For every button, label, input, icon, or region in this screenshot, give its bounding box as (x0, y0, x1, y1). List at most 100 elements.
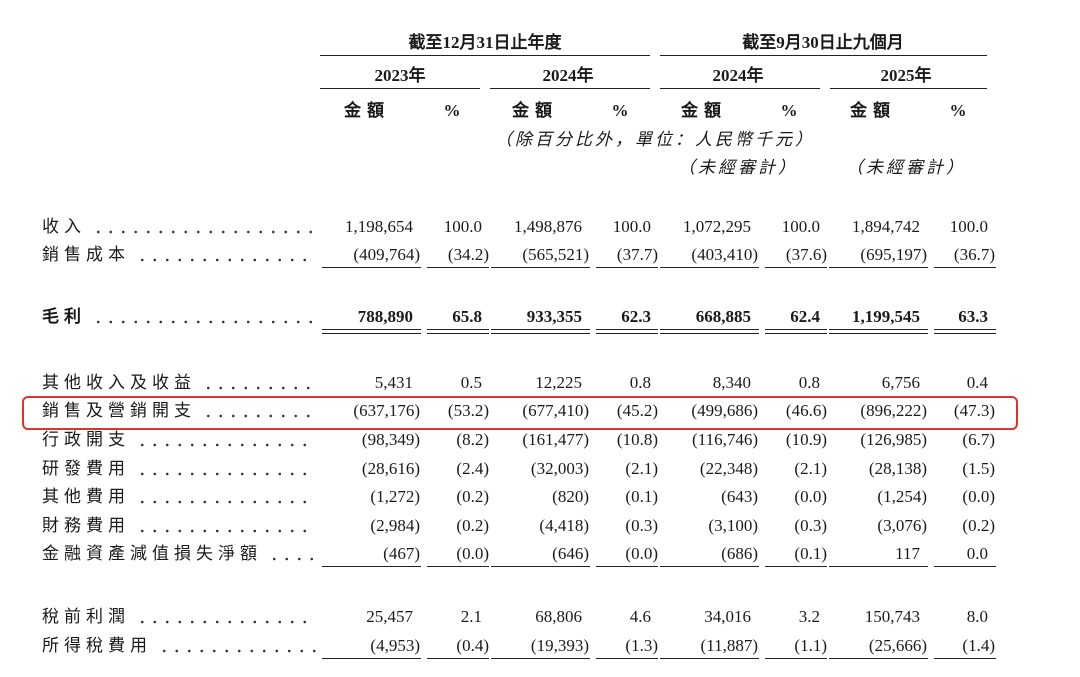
cell-value: (820) (552, 487, 589, 506)
cell-value: (98,349) (361, 430, 420, 449)
cell-value: 1,072,295 (683, 217, 751, 236)
cell-value: 117 (895, 544, 920, 563)
rule-line (320, 55, 650, 56)
cell-value: (10.9) (785, 430, 827, 449)
cell-value: 25,457 (366, 607, 413, 626)
cell-value: 65.8 (452, 307, 482, 326)
cell-value: (695,197) (860, 245, 927, 264)
column-header: 金額 (512, 101, 558, 120)
cell-value: (677,410) (522, 401, 589, 420)
label-text: 收入 (42, 217, 86, 236)
cell-value: (0.3) (625, 516, 658, 535)
cell-value: (0.0) (625, 544, 658, 563)
cell-value: (8.2) (456, 430, 489, 449)
label-text: 銷售成本 (42, 245, 130, 264)
label-text: 其他收入及收益 (42, 373, 196, 392)
leader-dots (92, 316, 316, 324)
label-text: 金融資產減值損失淨額 (42, 544, 262, 563)
cell-value: 1,199,545 (852, 307, 920, 326)
cell-value: 62.3 (621, 307, 651, 326)
cell-value: 100.0 (612, 217, 651, 236)
cell-value: (686) (721, 544, 758, 563)
rule-line (427, 329, 489, 330)
rule-line (427, 267, 489, 268)
row-label: 金融資產減值損失淨額 (42, 544, 316, 564)
leader-dots (92, 226, 316, 234)
leader-dots (202, 382, 316, 390)
label-text: 研發費用 (42, 459, 130, 478)
row-label: 其他收入及收益 (42, 373, 316, 393)
cell-value: (2.4) (456, 459, 489, 478)
cell-value: 0.4 (966, 373, 988, 392)
leader-dots (136, 496, 316, 504)
cell-value: (0.2) (962, 516, 995, 535)
label-text: 財務費用 (42, 516, 130, 535)
column-header: % (780, 101, 798, 120)
cell-value: (643) (721, 487, 758, 506)
cell-value: 0.5 (460, 373, 482, 392)
cell-value: (3,076) (877, 516, 927, 535)
cell-value: (646) (552, 544, 589, 563)
leader-dots (136, 439, 316, 447)
cell-value: (34.2) (447, 245, 489, 264)
highlight-box (22, 396, 1018, 430)
cell-value: (3,100) (708, 516, 758, 535)
cell-value: (47.3) (953, 401, 995, 420)
cell-value: 63.3 (958, 307, 988, 326)
cell-value: 3.2 (798, 607, 820, 626)
cell-value: 150,743 (864, 607, 920, 626)
row-label: 收入 (42, 217, 316, 237)
rule-line (765, 267, 827, 268)
row-label: 研發費用 (42, 459, 316, 479)
rule-line (491, 267, 590, 268)
leader-dots (202, 410, 316, 418)
leader-dots (158, 645, 316, 653)
cell-value: (467) (383, 544, 420, 563)
cell-value: 68,806 (535, 607, 582, 626)
cell-value: 0.0 (966, 544, 988, 563)
rule-line (491, 658, 590, 659)
cell-value: 6,756 (881, 373, 920, 392)
audit-note: （未經審計） (846, 158, 966, 177)
cell-value: (37.7) (616, 245, 658, 264)
cell-value: (45.2) (616, 401, 658, 420)
rule-line (934, 329, 996, 330)
leader-dots (136, 616, 316, 624)
cell-value: 8,340 (712, 373, 751, 392)
cell-value: (896,222) (860, 401, 927, 420)
rule-line (660, 333, 759, 334)
year-header: 2025年 (880, 66, 932, 85)
row-label: 行政開支 (42, 430, 316, 450)
year-header: 2023年 (374, 66, 426, 85)
cell-value: (6.7) (962, 430, 995, 449)
row-label: 所得稅費用 (42, 636, 316, 656)
cell-value: (409,764) (353, 245, 420, 264)
rule-line (765, 329, 827, 330)
year-header: 2024年 (542, 66, 594, 85)
cell-value: (637,176) (353, 401, 420, 420)
rule-line (829, 333, 928, 334)
rule-line (765, 566, 827, 567)
row-label: 財務費用 (42, 516, 316, 536)
rule-line (829, 329, 928, 330)
cell-value: (0.0) (456, 544, 489, 563)
rule-line (934, 333, 996, 334)
cell-value: (565,521) (522, 245, 589, 264)
cell-value: (161,477) (522, 430, 589, 449)
cell-value: (1.5) (962, 459, 995, 478)
cell-value: (4,418) (539, 516, 589, 535)
column-header: % (611, 101, 629, 120)
rule-line (490, 88, 650, 89)
cell-value: (53.2) (447, 401, 489, 420)
cell-value: (46.6) (785, 401, 827, 420)
column-header: 金額 (344, 101, 390, 120)
year-header: 2024年 (712, 66, 764, 85)
column-header: 金額 (850, 101, 896, 120)
cell-value: (0.2) (456, 516, 489, 535)
rule-line (829, 566, 928, 567)
rule-line (660, 329, 759, 330)
cell-value: 4.6 (629, 607, 651, 626)
period-group: 截至12月31日止年度 (408, 33, 562, 52)
cell-value: (0.1) (794, 544, 827, 563)
rule-line (322, 329, 421, 330)
